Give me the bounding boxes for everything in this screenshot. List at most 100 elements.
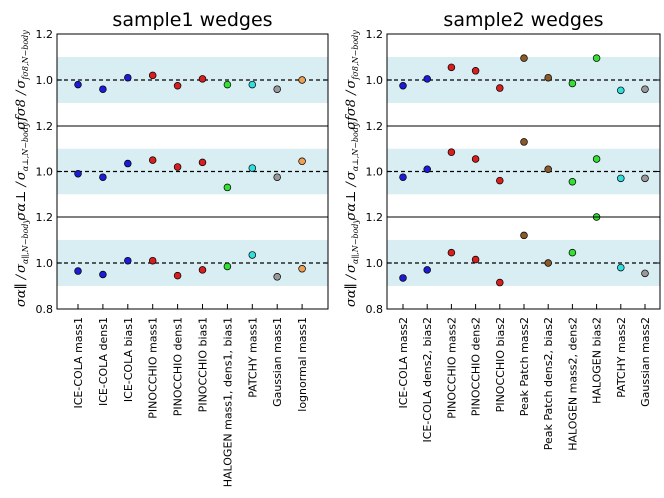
y-tick-label: 1.0 [36,257,54,270]
data-point [273,173,281,181]
data-point [592,155,601,163]
data-point [568,177,577,186]
y-axis-label: σα∥ /σα∥,N−body [14,219,30,307]
data-point [273,85,281,93]
data-point [447,248,456,257]
data-point [198,266,207,274]
y-tick-label: 1.2 [366,120,384,133]
data-point [641,174,649,183]
x-tick-label: PINOCCHIO dens1 [172,317,185,416]
data-point [544,165,552,173]
y-axis-label: σα∥ /σα∥,N−body [344,219,360,307]
data-point [447,63,456,72]
x-tick-label: PINOCCHIO bias1 [197,317,210,412]
y-tick-label: 0.8 [366,303,384,316]
x-tick-label: HALOGEN bias2 [591,317,604,404]
x-tick-label: ICE-COLA bias1 [122,317,135,402]
y-tick-label: 1.2 [366,211,384,224]
data-point [223,80,232,89]
panel-1: sample1 wedges 1.0 1.2 σfσ8 /σfσ8,N−body 1.0… [14,9,329,487]
data-point [99,173,107,181]
y-axis-label: σfσ8 /σfσ8,N−body [14,30,30,130]
data-point [223,262,232,271]
data-point [298,157,306,166]
data-point [520,54,528,62]
x-tick-label: PATCHY mass2 [615,317,628,398]
data-point [248,164,257,172]
data-point [617,174,625,183]
x-tick-label: PINOCCHIO dens2 [470,317,483,416]
x-tick-label: Peak Patch mass2 [518,317,531,416]
data-point [74,267,82,275]
y-tick-label: 1.0 [366,74,384,87]
x-tick-label: ICE-COLA mass2 [397,317,410,409]
data-point [423,75,431,83]
data-point [471,255,480,264]
x-tick-label: HALOGEN mass2, dens2 [566,317,579,451]
y-tick-label: 1.2 [366,28,384,41]
data-point [124,256,132,265]
x-tick-label: PINOCCHIO mass1 [147,317,160,419]
y-axis-label: σα⊥ /σα⊥,N−body [344,122,360,220]
data-point [471,67,480,75]
data-point [148,156,157,164]
y-tick-label: 0.8 [36,303,54,316]
data-point [273,273,281,281]
data-point [496,84,504,92]
chart-title: sample2 wedges [443,9,603,31]
x-tick-label: PINOCCHIO mass2 [445,317,458,419]
data-point [173,81,182,90]
data-point [399,274,407,282]
data-point [74,170,82,178]
data-point [617,86,625,95]
data-point [568,79,577,88]
data-point [298,265,306,273]
y-tick-label: 1.2 [36,120,54,133]
y-tick-label: 1.0 [36,74,54,87]
data-point [248,251,257,259]
data-point [520,138,528,146]
data-point [592,54,601,62]
data-point [471,155,480,163]
data-point [198,158,207,167]
data-point [148,71,157,80]
y-tick-label: 1.2 [36,211,54,224]
data-point [148,256,157,265]
data-point [124,159,132,168]
data-point [568,248,577,257]
x-tick-label: PATCHY mass1 [246,317,259,398]
y-tick-label: 1.0 [36,166,54,179]
data-point [99,270,107,279]
data-point [99,85,107,93]
y-axis-label: σfσ8 /σfσ8,N−body [344,30,360,130]
data-point [544,73,552,82]
data-point [423,165,431,173]
x-tick-label: Gaussian mass1 [271,317,284,407]
data-point [641,269,649,278]
data-point [399,81,407,90]
x-tick-label: ICE-COLA mass1 [72,317,85,409]
data-point [198,75,207,83]
chart-title: sample1 wedges [112,9,272,31]
y-tick-label: 1.2 [36,28,54,41]
data-point [248,80,257,89]
x-tick-label: lognormal mass1 [296,317,309,412]
data-point [74,80,82,89]
y-axis-label: σα⊥ /σα⊥,N−body [14,122,30,220]
data-point [544,259,552,267]
data-point [447,148,456,156]
data-point [617,263,625,272]
y-tick-label: 1.0 [366,257,384,270]
data-point [496,278,504,287]
data-point [520,231,528,240]
data-point [124,73,132,82]
data-point [423,266,431,274]
data-point [399,173,407,181]
data-point [173,163,182,171]
x-tick-label: ICE-COLA dens1 [97,317,110,406]
panel-2: sample2 wedges 1.0 1.2 σfσ8 /σfσ8,N−body 1.0… [344,9,664,451]
x-tick-label: Peak Patch dens2, bias2 [542,317,555,450]
subplot-frame [56,216,329,310]
data-point [173,271,182,280]
